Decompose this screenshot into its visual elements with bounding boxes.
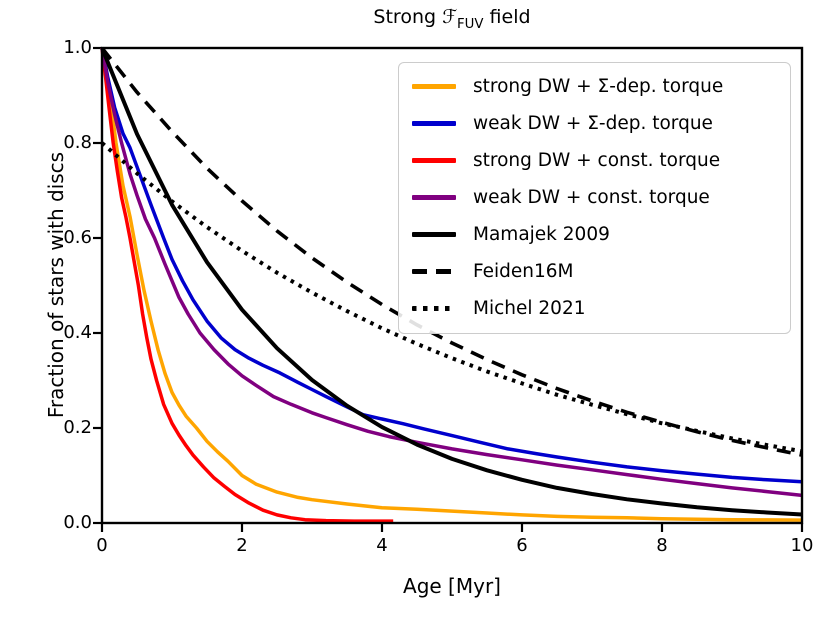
series-line-4 — [100, 47, 803, 517]
legend-item: strong DW + Σ-dep. torque — [399, 68, 790, 105]
x-tick-label: 4 — [376, 535, 388, 556]
legend-item: weak DW + const. torque — [399, 179, 790, 216]
x-tick-label: 8 — [656, 535, 668, 556]
legend-item: Feiden16M — [399, 253, 790, 290]
legend-line-sample — [412, 269, 456, 274]
legend-item: strong DW + const. torque — [399, 142, 790, 179]
chart-title: Strong ℱFUV field — [102, 6, 802, 32]
legend-label: strong DW + Σ-dep. torque — [473, 76, 724, 97]
x-tick-label: 2 — [236, 535, 248, 556]
legend-label: strong DW + const. torque — [473, 150, 721, 171]
legend-label: weak DW + const. torque — [473, 187, 710, 208]
legend-line-sample — [412, 306, 456, 311]
series-line-1 — [100, 47, 803, 484]
legend-line-sample — [412, 195, 456, 200]
plot-frame — [100, 46, 804, 525]
legend-line-sample — [412, 121, 456, 126]
legend-line-sample — [412, 84, 456, 89]
series-line-6 — [100, 141, 803, 454]
legend-item: Mamajek 2009 — [399, 216, 790, 253]
legend-line-sample — [412, 232, 456, 237]
x-axis-label: Age [Myr] — [403, 574, 501, 598]
series-line-5 — [100, 46, 803, 457]
y-tick-label: 0.2 — [63, 417, 92, 438]
y-tick-label: 1.0 — [63, 37, 92, 58]
legend-label: Feiden16M — [473, 261, 574, 282]
legend-item: Michel 2021 — [399, 290, 790, 327]
title-suffix: field — [483, 6, 531, 28]
y-tick-label: 0.4 — [63, 322, 92, 343]
script-f-symbol: ℱ — [442, 6, 458, 28]
series-line-0 — [100, 47, 803, 522]
legend: strong DW + Σ-dep. torque weak DW + Σ-de… — [398, 62, 791, 334]
series-line-3 — [100, 47, 803, 498]
x-tick-label: 6 — [516, 535, 528, 556]
legend-label: Mamajek 2009 — [473, 224, 610, 245]
legend-label: Michel 2021 — [473, 298, 586, 319]
title-prefix: Strong — [373, 6, 443, 28]
y-axis-label: Fraction of stars with discs — [44, 151, 68, 419]
title-subscript: FUV — [457, 16, 484, 32]
y-tick-label: 0.6 — [63, 227, 92, 248]
legend-label: weak DW + Σ-dep. torque — [473, 113, 713, 134]
legend-item: weak DW + Σ-dep. torque — [399, 105, 790, 142]
legend-line-sample — [412, 158, 456, 163]
y-tick-label: 0.8 — [63, 132, 92, 153]
x-tick-label: 10 — [790, 535, 814, 556]
x-tick-label: 0 — [96, 535, 108, 556]
series-line-2 — [100, 47, 394, 523]
y-tick-label: 0.0 — [63, 512, 92, 533]
